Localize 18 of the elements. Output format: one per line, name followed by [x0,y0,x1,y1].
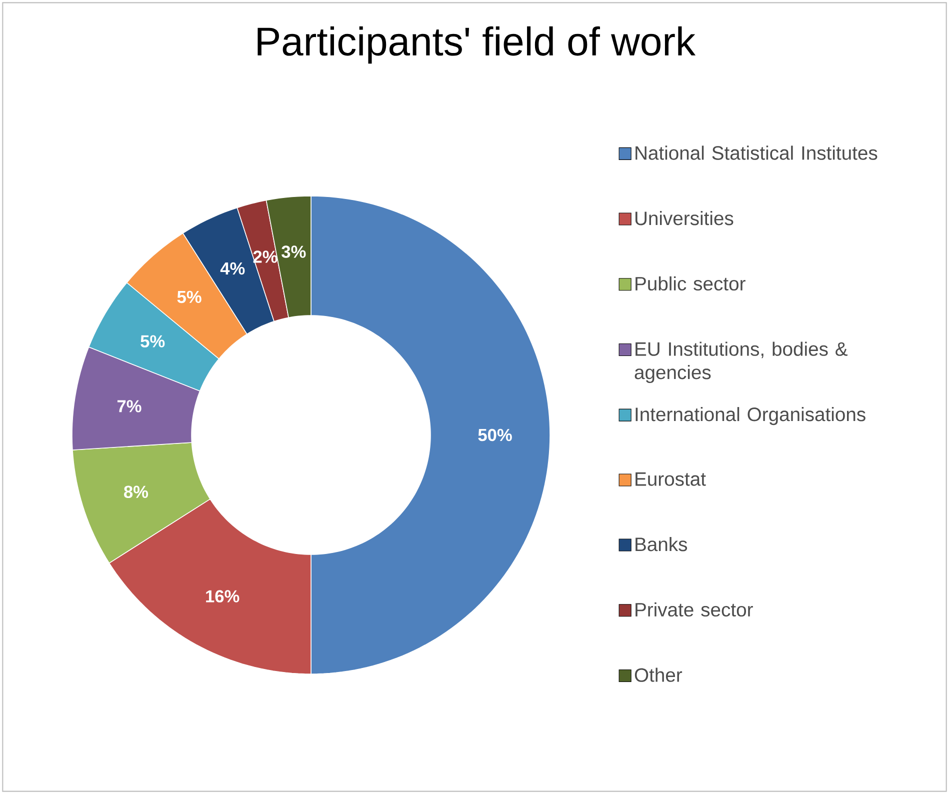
data-label: 4% [220,262,245,275]
legend-label: Other [634,668,682,682]
data-label: 8% [124,486,148,498]
legend-label: International Organisations [636,407,866,426]
data-label: 5% [140,335,165,348]
legend-label: Banks [636,537,688,552]
data-label: 3% [282,246,306,258]
legend-label: Private sector [636,602,753,617]
data-label: 16% [206,590,240,602]
chart-title: Participants' field of work [258,26,696,64]
data-label: 7% [117,400,142,412]
data-label: 5% [177,290,202,304]
legend-label: Eurostat [636,472,706,486]
legend-label: Universities [635,211,734,226]
legend-label: National Statistical Institutes [636,146,878,160]
legend-label: Public sector [636,276,746,291]
data-label: 50% [478,428,512,442]
legend-label: EU Institutions, bodies & agencies [634,342,848,384]
